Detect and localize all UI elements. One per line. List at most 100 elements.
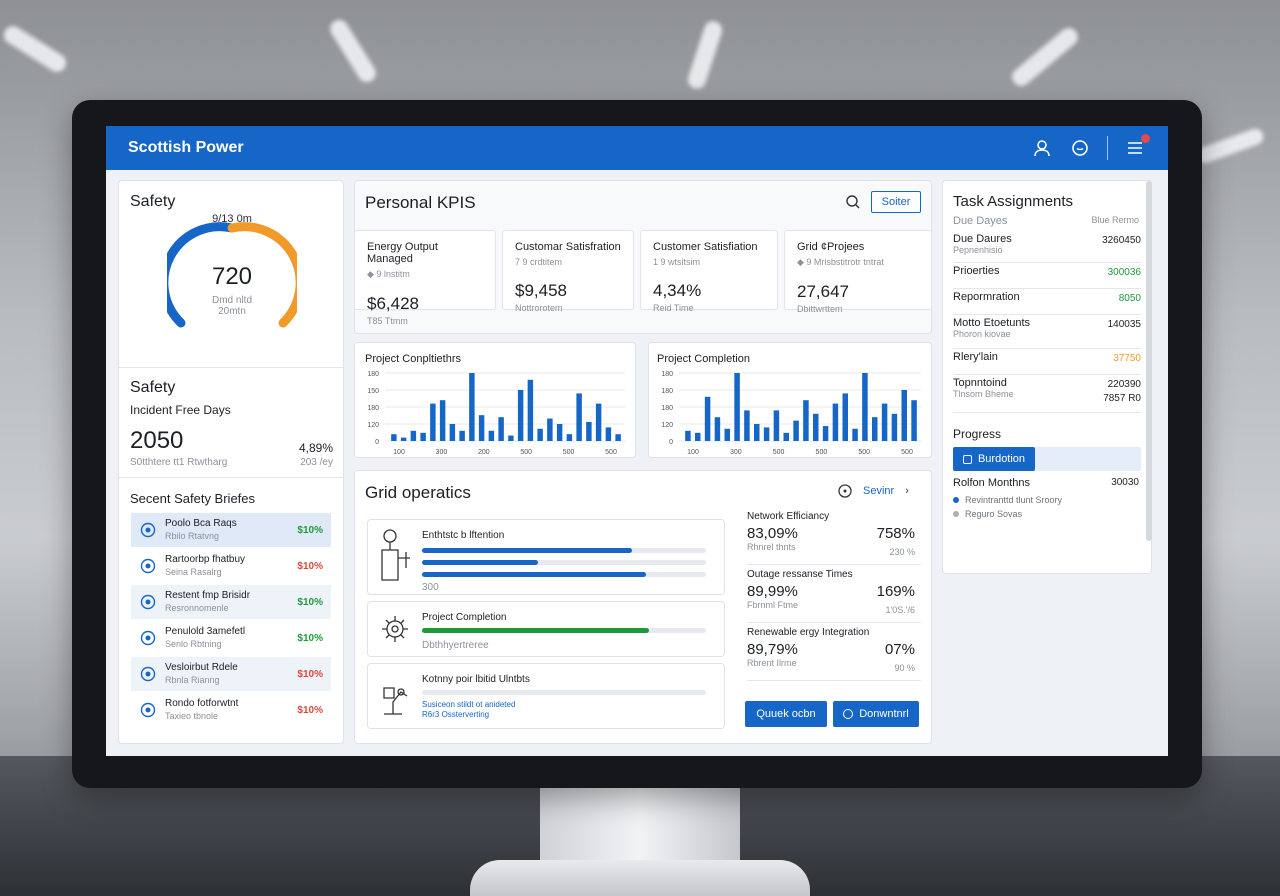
grid-op-item[interactable]: Kotnny poir lbitid Ulntbts Susiceon stil…: [367, 663, 725, 729]
bar[interactable]: [862, 373, 868, 441]
task-value: 300036: [1107, 267, 1141, 278]
kpi-sub: 7 9 crdtitem: [515, 257, 563, 267]
progress-bar: [422, 628, 706, 633]
bar[interactable]: [391, 434, 397, 441]
bar[interactable]: [400, 437, 407, 441]
kpi-label: Customer Satisfiation: [653, 241, 758, 253]
brief-sub: Rbilo Rtatvng: [165, 531, 220, 541]
bar[interactable]: [547, 418, 553, 441]
bar[interactable]: [803, 400, 809, 441]
bar[interactable]: [459, 430, 465, 441]
bar[interactable]: [724, 428, 731, 441]
download-button[interactable]: Donwntnrl: [833, 701, 919, 727]
bar[interactable]: [439, 400, 446, 441]
bar[interactable]: [430, 403, 436, 441]
grid-op-item[interactable]: Enthtstc b lftention 300: [367, 519, 725, 595]
bar[interactable]: [576, 393, 582, 441]
bar[interactable]: [449, 424, 456, 441]
bar[interactable]: [556, 424, 563, 441]
bar[interactable]: [410, 430, 417, 441]
kpi-card[interactable]: Customar Satisfration 7 9 crdtitem $9,458 N…: [502, 230, 634, 313]
quick-action-button[interactable]: Quuek ocbn: [745, 701, 827, 727]
grid-op-item-title: Project Completion: [422, 612, 507, 623]
bar[interactable]: [605, 427, 612, 441]
y-tick-label: 180: [367, 405, 379, 412]
bar[interactable]: [469, 373, 475, 441]
brief-item[interactable]: Rondo fotforwtnt Taxieo tbnole $10%: [131, 693, 331, 727]
bar[interactable]: [517, 390, 524, 441]
bar[interactable]: [694, 432, 701, 441]
brief-item[interactable]: Poolo Bca Raqs Rbilo Rtatvng $10%: [131, 513, 331, 547]
task-row[interactable]: Prioerties 300036: [953, 265, 1141, 289]
task-title: Repormration: [953, 291, 1020, 303]
kpi-sub: 1 9 wtsitsim: [653, 257, 701, 267]
bar[interactable]: [744, 410, 750, 441]
brief-item[interactable]: Vesloirbut Rdele Rbnla Rianng $10%: [131, 657, 331, 691]
bar[interactable]: [566, 434, 573, 441]
brief-item[interactable]: Rartoorbp fhatbuy Seina Rasalrg $10%: [131, 549, 331, 583]
refresh-icon[interactable]: [837, 483, 853, 504]
bar[interactable]: [685, 430, 691, 441]
bar[interactable]: [586, 421, 592, 441]
task-row[interactable]: Repormration 8050: [953, 291, 1141, 315]
bar[interactable]: [498, 417, 504, 441]
bar[interactable]: [508, 435, 514, 441]
brief-item[interactable]: Restent fmp Brisidr Resronnomenle $10%: [131, 585, 331, 619]
service-link[interactable]: Sevinr ›: [863, 485, 923, 497]
incident-footnote: S0tthtere tt1 Rtwtharg: [130, 457, 228, 468]
kpi-card[interactable]: Grid ¢Projees ◆ 9 Mrisbstitrotr tntrat 27,…: [784, 230, 932, 314]
task-row[interactable]: Topnntoind Tlnsom Bheme 220390 7857 R0: [953, 377, 1141, 413]
bar[interactable]: [753, 424, 760, 441]
filter-button[interactable]: Soiter: [871, 191, 921, 213]
task-row[interactable]: Due Daures Pepnenhisio 3260450: [953, 233, 1141, 263]
kpi-value: $9,458: [515, 281, 567, 300]
task-value: 140035: [1107, 319, 1141, 330]
kpi-card[interactable]: Customer Satisfiation 1 9 wtsitsim 4,34% Re…: [640, 230, 778, 313]
scrollbar[interactable]: [1146, 181, 1152, 541]
progress-title: Progress: [953, 427, 1002, 441]
brief-title: Restent fmp Brisidr: [165, 590, 251, 601]
bar[interactable]: [832, 403, 839, 441]
bar[interactable]: [527, 379, 534, 441]
bar[interactable]: [783, 432, 790, 441]
search-icon[interactable]: [845, 194, 861, 215]
bar[interactable]: [871, 417, 878, 441]
bar[interactable]: [714, 417, 721, 441]
task-value: 8050: [1118, 293, 1141, 304]
bar[interactable]: [420, 432, 426, 441]
chat-icon[interactable]: [1069, 137, 1091, 159]
bar[interactable]: [537, 428, 543, 441]
task-row[interactable]: Motto Etoetunts Phoron kiovae 140035: [953, 317, 1141, 349]
bar[interactable]: [595, 403, 602, 441]
bar[interactable]: [901, 390, 908, 441]
bar[interactable]: [842, 393, 849, 441]
ceiling-light: [0, 22, 70, 76]
kpi-foot: T85 Ttmm: [367, 316, 408, 326]
bar[interactable]: [911, 400, 917, 441]
bar[interactable]: [704, 396, 711, 441]
brief-item[interactable]: Penulold 3amefetl Senlo Rbtning $10%: [131, 621, 331, 655]
task-row[interactable]: Rlery'lain 37750: [953, 351, 1141, 375]
bar[interactable]: [488, 430, 495, 441]
bar[interactable]: [812, 413, 819, 441]
bar[interactable]: [615, 434, 621, 441]
bar[interactable]: [763, 427, 770, 441]
menu-icon[interactable]: [1124, 134, 1150, 159]
brief-value: $10%: [297, 560, 323, 572]
bar[interactable]: [478, 415, 485, 441]
progress-button[interactable]: Burdotion: [953, 447, 1035, 471]
bar[interactable]: [773, 410, 780, 441]
metric-value: 83,09%: [747, 525, 798, 542]
bar[interactable]: [891, 413, 898, 441]
bar[interactable]: [881, 403, 888, 441]
bar[interactable]: [852, 428, 858, 441]
bar[interactable]: [793, 420, 799, 441]
dashboard-screen: Scottish Power Safety 9/13 0m 720: [106, 126, 1168, 756]
bar[interactable]: [822, 426, 829, 441]
kpi-card[interactable]: Energy Output Managed ◆ 9 lnstitm $6,428 T8…: [354, 230, 496, 326]
grid-op-item[interactable]: Project Completion Dbthhyertreree: [367, 601, 725, 657]
legend-item: Revintranttd tlunt Sroory: [953, 495, 1062, 505]
bar[interactable]: [734, 373, 740, 441]
safety-gauge: 9/13 0m 720 Dmd nltd 20mtn: [159, 213, 305, 349]
user-icon[interactable]: [1031, 137, 1053, 159]
